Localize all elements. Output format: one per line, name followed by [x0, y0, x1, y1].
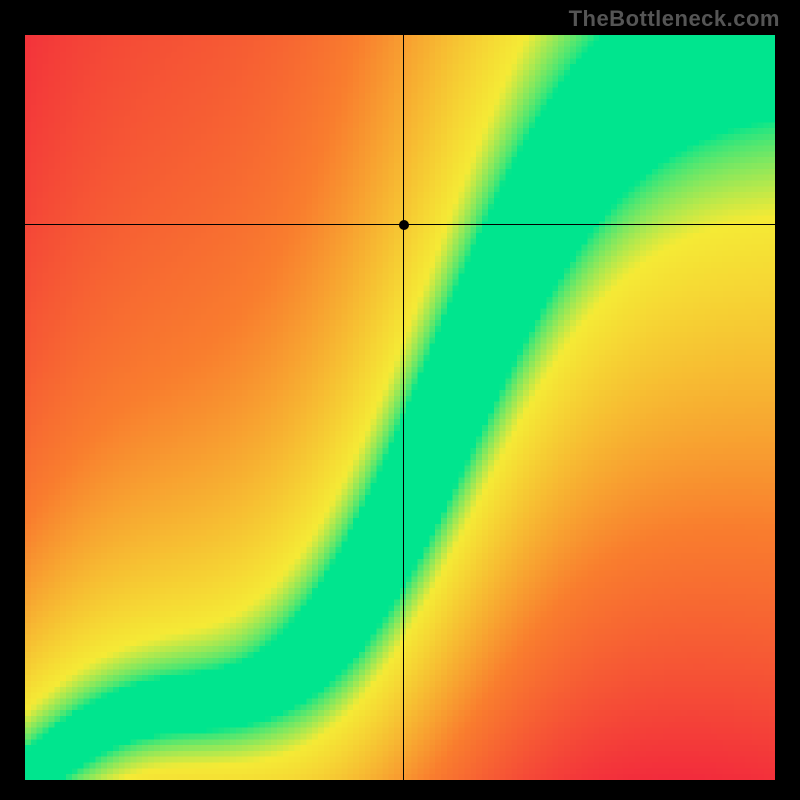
heatmap-canvas: [25, 35, 775, 780]
crosshair-vertical: [403, 35, 404, 780]
watermark-text: TheBottleneck.com: [569, 6, 780, 32]
data-point-marker: [399, 220, 409, 230]
plot-area: [25, 35, 775, 780]
outer-frame: TheBottleneck.com: [0, 0, 800, 800]
